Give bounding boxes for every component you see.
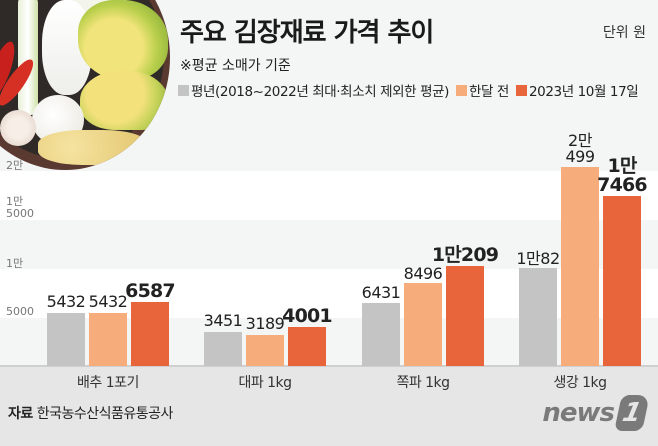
chart-subtitle: ※평균 소매가 기준 [180,58,291,74]
bar-scallion-current [446,266,484,366]
news1-logo: news 1 [542,395,650,431]
bar-greenonion-month-ago [246,335,284,366]
value-label: 3451 [203,311,243,330]
legend-item-month-ago: 한달 전 [455,80,509,100]
chart-baseline [0,365,658,367]
logo-mark: 1 [614,395,650,431]
bar-greenonion-average [204,332,242,366]
chart-band [0,171,658,220]
bar-greenonion-current [288,327,326,366]
category-label-ginger: 생강 1kg [553,375,607,391]
bar-cabbage-average [47,313,85,366]
bar-cabbage-current [131,302,169,366]
kimchi-ingredients-illustration [0,0,170,170]
value-label: 1만82 [516,249,560,268]
source-label: 자료 [8,406,33,422]
chart-title: 주요 김장재료 가격 추이 [180,18,434,48]
source-name: 한국농수산식품유통공사 [36,406,174,422]
value-label: 1만209 [431,244,499,266]
legend-swatch-light-orange [455,84,467,96]
chart-band [0,220,658,269]
source-note: 자료 한국농수산식품유통공사 [8,403,173,423]
logo-text: news [542,398,615,428]
value-label: 6431 [361,283,401,302]
value-label: 1만 7466 [597,155,647,196]
legend-label: 한달 전 [468,84,509,100]
legend-label: 2023년 10월 17일 [528,84,639,100]
value-label: 6587 [125,280,175,302]
value-label: 2만 499 [565,131,595,166]
bar-cabbage-month-ago [89,313,127,366]
footer-band [0,366,658,446]
category-label-cabbage: 배추 1포기 [77,375,139,391]
y-tick-20000: 2만 [6,159,24,172]
unit-label: 단위 원 [602,25,646,41]
value-label: 4001 [282,305,332,327]
y-tick-15000: 1만 5000 [6,195,34,220]
value-label: 5432 [46,292,86,311]
bar-scallion-month-ago [404,283,442,366]
y-tick-10000: 1만 [6,257,24,270]
category-label-greenonion: 대파 1kg [238,375,292,391]
bar-ginger-current [603,196,641,366]
value-label: 3189 [245,314,285,333]
bar-ginger-month-ago [561,167,599,366]
value-label: 5432 [88,292,128,311]
bar-scallion-average [362,303,400,366]
legend-swatch-gray [178,84,189,96]
y-tick-5000: 5000 [6,305,34,318]
legend-label: 평년(2018~2022년 최대·최소치 제외한 평균) [191,84,449,100]
legend: 평년(2018~2022년 최대·최소치 제외한 평균) 한달 전 2023년 … [178,80,645,100]
value-label: 8496 [403,264,443,283]
category-label-scallion: 쪽파 1kg [396,375,450,391]
bar-ginger-average [519,268,557,366]
legend-item-current: 2023년 10월 17일 [515,80,639,100]
legend-swatch-dark-orange [515,84,527,96]
legend-item-average: 평년(2018~2022년 최대·최소치 제외한 평균) [178,80,449,100]
